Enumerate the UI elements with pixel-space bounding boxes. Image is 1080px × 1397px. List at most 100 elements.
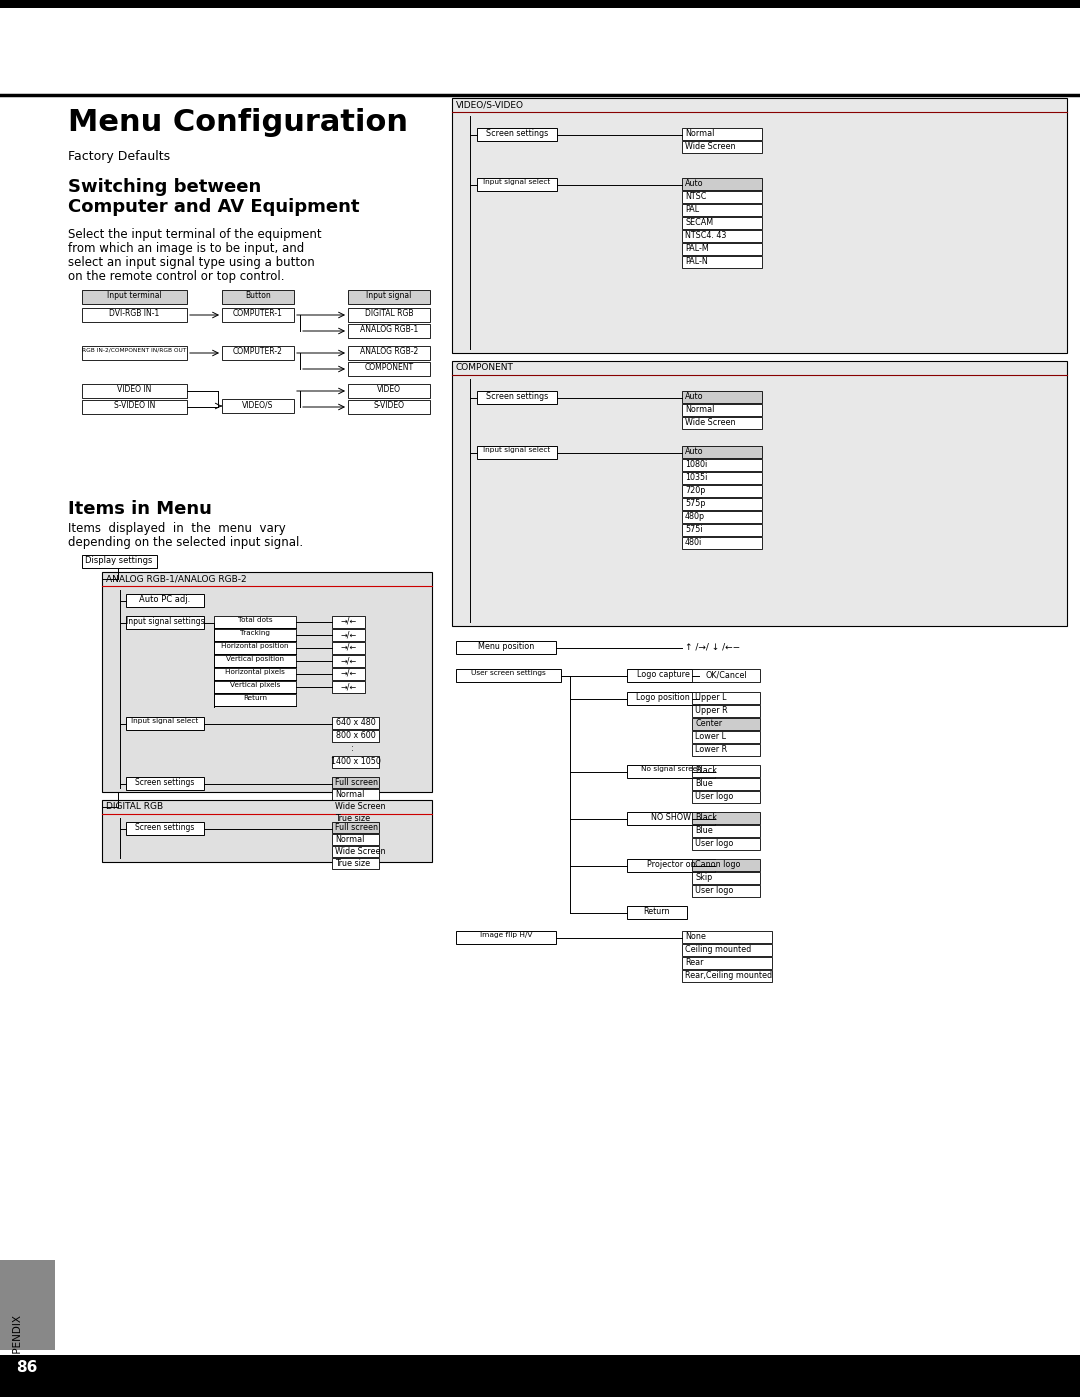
Text: Rear: Rear — [685, 958, 703, 967]
Text: Tracking: Tracking — [240, 630, 270, 636]
Bar — [126, 717, 204, 731]
Text: ANALOG RGB-2: ANALOG RGB-2 — [360, 346, 418, 356]
Bar — [214, 616, 296, 629]
Text: Canon logo: Canon logo — [696, 861, 741, 869]
Text: →/←: →/← — [340, 630, 356, 638]
Text: Screen settings: Screen settings — [486, 129, 549, 138]
Text: Input signal select: Input signal select — [484, 179, 551, 184]
Text: Wide Screen: Wide Screen — [335, 847, 386, 856]
Text: OK/Cancel: OK/Cancel — [705, 671, 746, 679]
Text: Blue: Blue — [696, 826, 713, 835]
Bar — [82, 346, 187, 360]
Bar — [681, 177, 762, 190]
Bar — [627, 669, 699, 682]
Bar — [126, 594, 204, 608]
Text: Vertical position: Vertical position — [226, 657, 284, 662]
Bar — [681, 944, 772, 956]
Bar — [681, 472, 762, 483]
Text: Horizontal position: Horizontal position — [221, 643, 288, 650]
Bar — [456, 930, 556, 944]
Text: ANALOG RGB-1: ANALOG RGB-1 — [360, 326, 418, 334]
Text: Auto PC adj.: Auto PC adj. — [139, 595, 191, 604]
Bar — [348, 307, 430, 321]
Text: Return: Return — [644, 907, 671, 916]
Text: NTSC4. 43: NTSC4. 43 — [685, 231, 727, 240]
Bar — [126, 821, 204, 835]
Text: User logo: User logo — [696, 792, 733, 800]
Bar — [692, 692, 760, 704]
Bar — [692, 886, 760, 897]
Text: DVI-RGB IN-1: DVI-RGB IN-1 — [109, 309, 160, 319]
Bar — [681, 141, 762, 154]
Text: Wide Screen: Wide Screen — [335, 802, 386, 812]
Bar — [214, 668, 296, 680]
Bar — [681, 460, 762, 471]
Text: Return: Return — [243, 694, 267, 701]
Text: 640 x 480: 640 x 480 — [336, 718, 376, 726]
Bar — [82, 307, 187, 321]
Text: Horizontal pixels: Horizontal pixels — [225, 669, 285, 675]
Text: Button: Button — [245, 291, 271, 300]
Bar — [332, 668, 365, 680]
Bar — [214, 643, 296, 654]
Text: 86: 86 — [16, 1361, 38, 1375]
Text: PAL-N: PAL-N — [685, 257, 707, 265]
Bar — [627, 766, 715, 778]
Text: Full screen: Full screen — [335, 823, 378, 833]
Text: Black: Black — [696, 813, 717, 821]
Text: PAL-M: PAL-M — [685, 244, 708, 253]
Bar — [627, 812, 715, 826]
Bar — [102, 800, 432, 862]
Text: VIDEO/S-VIDEO: VIDEO/S-VIDEO — [456, 101, 524, 109]
Text: No signal screen: No signal screen — [640, 766, 701, 773]
Text: Screen settings: Screen settings — [135, 823, 194, 833]
Bar — [332, 717, 379, 729]
Bar — [348, 384, 430, 398]
Bar — [681, 416, 762, 429]
Text: VIDEO: VIDEO — [377, 386, 401, 394]
Bar — [681, 217, 762, 229]
Text: NO SHOW: NO SHOW — [651, 813, 691, 821]
Bar — [348, 362, 430, 376]
Bar — [692, 745, 760, 756]
Text: Auto: Auto — [685, 393, 704, 401]
Bar — [692, 812, 760, 824]
Text: 720p: 720p — [685, 486, 705, 495]
Bar — [477, 391, 557, 404]
Bar — [681, 129, 762, 140]
Text: Normal: Normal — [335, 789, 364, 799]
Text: Image flip H/V: Image flip H/V — [480, 932, 532, 937]
Bar — [332, 680, 365, 693]
Bar — [332, 834, 379, 845]
Text: :: : — [351, 745, 353, 753]
Text: 800 x 600: 800 x 600 — [336, 731, 376, 740]
Text: None: None — [685, 932, 706, 942]
Bar — [681, 524, 762, 536]
Text: depending on the selected input signal.: depending on the selected input signal. — [68, 536, 303, 549]
Text: S-VIDEO IN: S-VIDEO IN — [113, 401, 156, 409]
Bar — [348, 291, 430, 305]
Text: Full screen: Full screen — [335, 778, 378, 787]
Bar — [214, 694, 296, 705]
Bar — [453, 360, 1067, 626]
Bar — [681, 404, 762, 416]
Text: Select the input terminal of the equipment: Select the input terminal of the equipme… — [68, 228, 322, 242]
Bar — [477, 446, 557, 460]
Bar — [692, 838, 760, 849]
Bar — [82, 291, 187, 305]
Bar — [681, 204, 762, 217]
Bar — [692, 778, 760, 789]
Text: DIGITAL RGB: DIGITAL RGB — [106, 802, 163, 812]
Text: Projector on: Projector on — [647, 861, 696, 869]
Text: Switching between: Switching between — [68, 177, 261, 196]
Bar — [692, 718, 760, 731]
Text: Auto: Auto — [685, 447, 704, 455]
Text: Normal: Normal — [685, 129, 714, 138]
Bar — [627, 692, 699, 705]
Text: Input signal settings: Input signal settings — [125, 617, 204, 626]
Bar — [332, 777, 379, 788]
Text: True size: True size — [335, 859, 370, 868]
Text: Lower R: Lower R — [696, 745, 727, 754]
Text: RGB IN-2/COMPONENT IN/RGB OUT: RGB IN-2/COMPONENT IN/RGB OUT — [82, 346, 187, 352]
Text: Wide Screen: Wide Screen — [685, 142, 735, 151]
